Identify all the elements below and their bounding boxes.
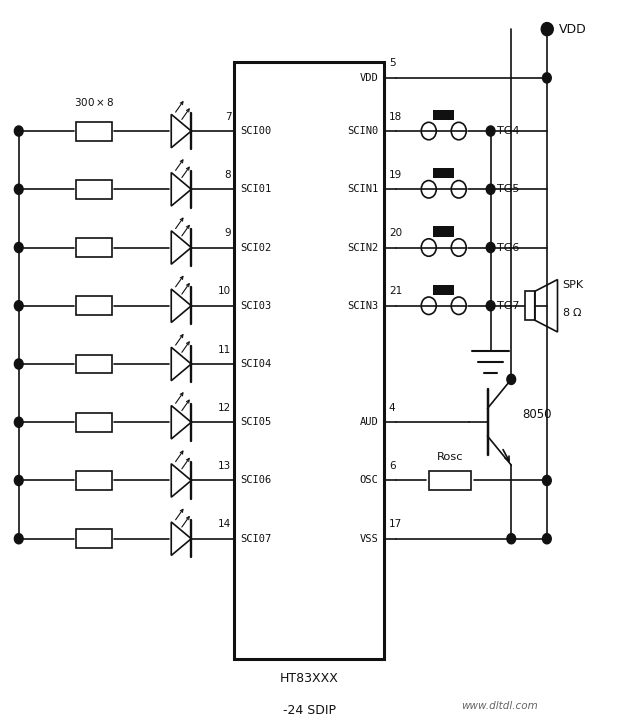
Text: SCIN1: SCIN1 — [347, 184, 378, 194]
Bar — [433, 110, 454, 120]
Text: AUD: AUD — [359, 417, 378, 427]
Text: SCI07: SCI07 — [241, 534, 272, 544]
Bar — [76, 238, 112, 257]
Circle shape — [486, 301, 495, 311]
Circle shape — [14, 126, 23, 136]
Circle shape — [541, 23, 552, 36]
Text: 6: 6 — [389, 461, 396, 471]
Circle shape — [14, 301, 23, 311]
Text: 13: 13 — [218, 461, 231, 471]
Text: SPK: SPK — [562, 280, 584, 290]
Text: 14: 14 — [218, 519, 231, 529]
Text: TG5: TG5 — [497, 184, 519, 194]
Text: 18: 18 — [389, 111, 402, 122]
Bar — [76, 413, 112, 432]
Circle shape — [486, 126, 495, 136]
Bar — [433, 226, 454, 237]
Text: 7: 7 — [224, 111, 231, 122]
Text: 8 $\Omega$: 8 $\Omega$ — [562, 306, 583, 317]
Text: HT83XXX: HT83XXX — [280, 672, 339, 685]
Text: 12: 12 — [218, 403, 231, 413]
Circle shape — [14, 475, 23, 486]
Text: SCI03: SCI03 — [241, 301, 272, 311]
Text: TG7: TG7 — [497, 301, 519, 311]
Bar — [76, 180, 112, 199]
Text: TG4: TG4 — [497, 126, 519, 136]
Text: SCI04: SCI04 — [241, 359, 272, 369]
Bar — [433, 285, 454, 295]
Bar — [234, 62, 384, 659]
Circle shape — [507, 374, 516, 384]
Bar — [525, 291, 535, 320]
Text: SCI00: SCI00 — [241, 126, 272, 136]
Bar — [76, 471, 112, 490]
Bar — [76, 355, 112, 373]
Text: Rosc: Rosc — [437, 451, 463, 462]
Circle shape — [542, 73, 551, 83]
Text: 11: 11 — [218, 344, 231, 355]
Text: 17: 17 — [389, 519, 402, 529]
Circle shape — [14, 242, 23, 253]
Text: $300\times8$: $300\times8$ — [74, 96, 114, 108]
Bar — [429, 471, 471, 490]
Text: TG6: TG6 — [497, 242, 519, 253]
Circle shape — [14, 359, 23, 369]
Circle shape — [14, 534, 23, 544]
Text: VDD: VDD — [559, 23, 587, 36]
Text: 19: 19 — [389, 170, 402, 180]
Circle shape — [486, 242, 495, 253]
Text: SCIN3: SCIN3 — [347, 301, 378, 311]
Text: 10: 10 — [218, 286, 231, 296]
Text: OSC: OSC — [359, 475, 378, 486]
Text: www.dltdl.com: www.dltdl.com — [462, 701, 538, 711]
Circle shape — [542, 475, 551, 486]
Text: 8050: 8050 — [522, 408, 551, 422]
Text: SCIN0: SCIN0 — [347, 126, 378, 136]
Text: SCI01: SCI01 — [241, 184, 272, 194]
Text: SCI02: SCI02 — [241, 242, 272, 253]
Text: 9: 9 — [224, 228, 231, 238]
Text: 20: 20 — [389, 228, 402, 238]
Text: SCI05: SCI05 — [241, 417, 272, 427]
Text: 4: 4 — [389, 403, 396, 413]
Bar — [76, 122, 112, 141]
Bar — [76, 296, 112, 315]
Text: SCIN2: SCIN2 — [347, 242, 378, 253]
Text: VDD: VDD — [359, 73, 378, 83]
Text: 21: 21 — [389, 286, 402, 296]
Circle shape — [507, 534, 516, 544]
Text: -24 SDIP: -24 SDIP — [283, 704, 336, 717]
Circle shape — [542, 534, 551, 544]
Text: SCI06: SCI06 — [241, 475, 272, 486]
Circle shape — [14, 184, 23, 194]
Circle shape — [14, 417, 23, 427]
Text: VSS: VSS — [359, 534, 378, 544]
Bar — [76, 529, 112, 548]
Text: 8: 8 — [224, 170, 231, 180]
Text: 5: 5 — [389, 58, 396, 68]
Circle shape — [486, 184, 495, 194]
Bar — [433, 168, 454, 178]
